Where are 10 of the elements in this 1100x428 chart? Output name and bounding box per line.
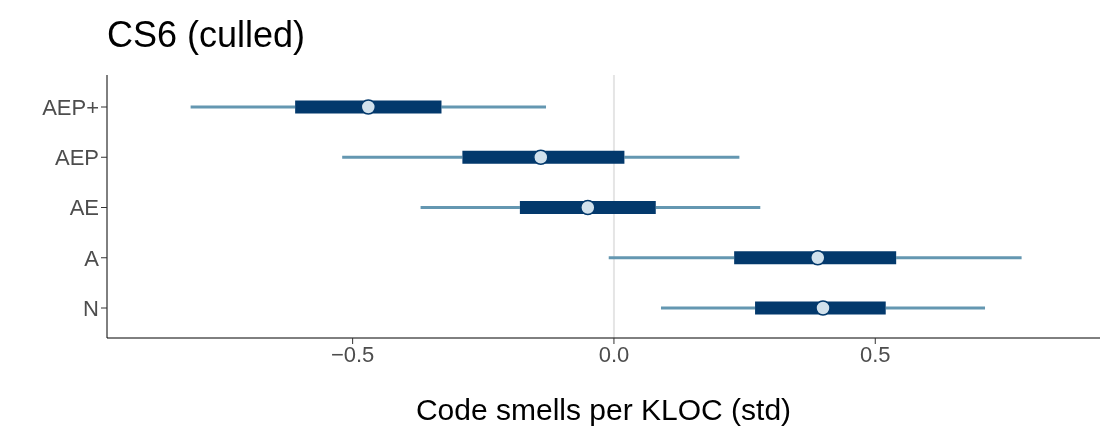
y-tick-label: AE bbox=[69, 195, 99, 221]
y-tick-label: N bbox=[83, 295, 99, 321]
x-axis-title: Code smells per KLOC (std) bbox=[415, 393, 792, 426]
y-tick-label: A bbox=[84, 245, 100, 271]
y-tick-label: AEP bbox=[54, 145, 99, 171]
x-tick-label: −0.5 bbox=[330, 341, 375, 367]
y-tick-label: AEP+ bbox=[42, 94, 99, 120]
x-tick-label: 0.0 bbox=[598, 341, 630, 367]
x-tick-label: 0.5 bbox=[859, 341, 891, 367]
chart-title: CS6 (culled) bbox=[107, 14, 306, 56]
